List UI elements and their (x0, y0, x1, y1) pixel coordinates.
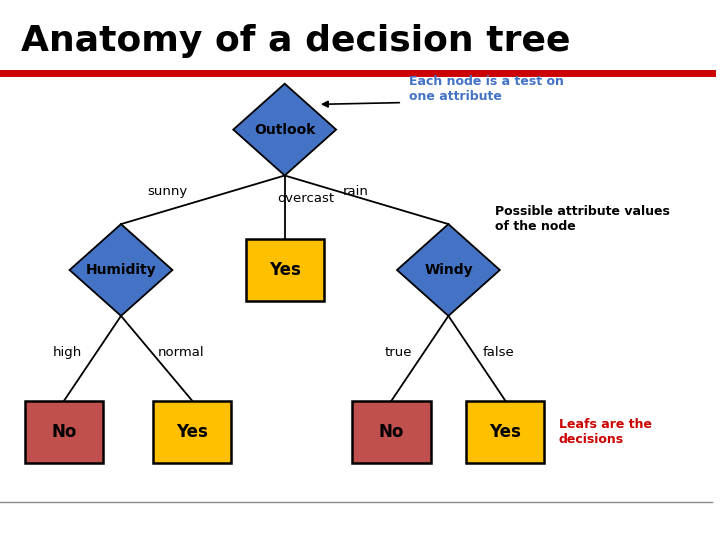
Polygon shape (397, 224, 500, 316)
Text: Humidity: Humidity (86, 263, 156, 277)
Polygon shape (233, 84, 336, 176)
Text: normal: normal (158, 346, 204, 360)
Bar (352, 401, 431, 463)
Text: No: No (379, 423, 404, 441)
Text: Each node is a test on
one attribute: Each node is a test on one attribute (409, 75, 564, 103)
Text: rain: rain (343, 185, 369, 198)
Text: false: false (482, 346, 514, 360)
Text: sunny: sunny (147, 185, 187, 198)
Polygon shape (70, 224, 172, 316)
Text: true: true (384, 346, 413, 360)
Text: Yes: Yes (490, 423, 521, 441)
Text: high: high (53, 346, 82, 360)
Bar (153, 401, 231, 463)
Bar (467, 401, 544, 463)
Text: Windy: Windy (424, 263, 473, 277)
Bar (25, 401, 103, 463)
Text: Yes: Yes (176, 423, 208, 441)
Text: No: No (51, 423, 77, 441)
Text: Yes: Yes (269, 261, 301, 279)
Bar (246, 239, 324, 301)
Text: overcast: overcast (277, 192, 335, 206)
Text: Outlook: Outlook (254, 123, 315, 137)
Text: Possible attribute values
of the node: Possible attribute values of the node (495, 205, 670, 233)
Text: Leafs are the
decisions: Leafs are the decisions (559, 418, 652, 446)
Text: Anatomy of a decision tree: Anatomy of a decision tree (22, 24, 571, 58)
